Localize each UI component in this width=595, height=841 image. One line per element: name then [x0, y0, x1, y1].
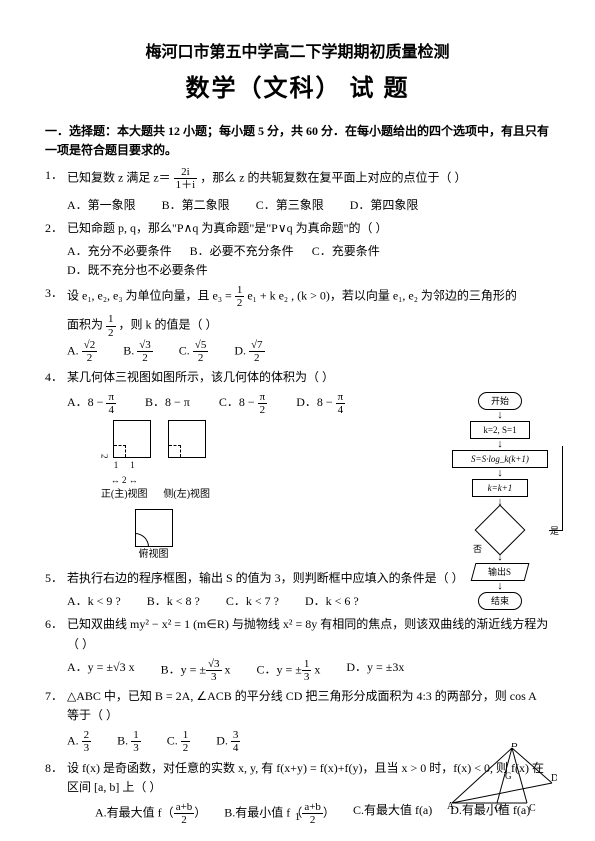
- q2-stem: 已知命题 p, q，那么"P∧q 为真命题"是"P∨q 为真命题"的（ ）: [67, 219, 550, 238]
- triangle-diagram: A B C D G O: [447, 743, 557, 813]
- q1-opt-a: A．第一象限: [67, 196, 136, 215]
- tri-label-b: B: [511, 743, 518, 750]
- q3-number: 3．: [45, 284, 67, 309]
- q3-opt-a: A. √22: [67, 339, 97, 364]
- fc-output: 输出S: [471, 563, 530, 581]
- q3-options: A. √22 B. √32 C. √52 D. √72: [67, 339, 550, 364]
- fc-no-label: 否: [473, 542, 482, 556]
- q4-opt-d: D．8 − π4: [296, 395, 345, 409]
- q6-opt-d: D．y = ±3x: [346, 658, 404, 683]
- q2-opt-c: C．充要条件: [312, 242, 380, 261]
- question-3: 3． 设 e₁, e₂, e₃ 为单位向量，且 e₃ = 12 e₁ + k e…: [45, 284, 550, 309]
- q5-number: 5．: [45, 569, 67, 588]
- flowchart: 开始 ↓ k=2, S=1 ↓ S=S·log_k(k+1) ↓ k=k+1 ↓…: [445, 390, 555, 612]
- q3-half: 12: [235, 284, 245, 309]
- q6-opt-a: A．y = ±√3 x: [67, 658, 135, 683]
- q6-options: A．y = ±√3 x B．y = ±√33 x C．y = ±13 x D．y…: [67, 658, 550, 683]
- q2-opt-b: B．必要不充分条件: [190, 242, 294, 261]
- q1-number: 1．: [45, 166, 67, 191]
- fc-init: k=2, S=1: [470, 421, 530, 439]
- q1-opt-d: D．第四象限: [350, 196, 419, 215]
- q4-opt-a: A．8 − π4: [67, 395, 116, 409]
- question-4: 4． 某几何体三视图如图所示，该几何体的体积为（ ）: [45, 368, 550, 387]
- q3-stem-d: ，则 k 的值是（ ）: [119, 318, 218, 332]
- page-number: 1: [0, 809, 595, 827]
- q8-number: 8．: [45, 759, 67, 797]
- side-view: 侧(左)视图: [163, 420, 210, 503]
- fc-yes-label: 是: [550, 524, 559, 538]
- q7-stem: △ABC 中，已知 B = 2A, ∠ACB 的平分线 CD 把三角形分成面积为…: [67, 687, 550, 725]
- fc-increment: k=k+1: [472, 479, 528, 497]
- q3-area-frac: 12: [106, 313, 116, 338]
- side-view-label: 侧(左)视图: [163, 487, 210, 503]
- exam-header-line1: 梅河口市第五中学高二下学期期初质量检测: [45, 40, 550, 66]
- q5-opt-c: C．k < 7 ?: [226, 592, 279, 611]
- tri-label-g: G: [505, 771, 512, 781]
- q7-opt-b: B. 13: [117, 729, 141, 754]
- q6-number: 6．: [45, 615, 67, 653]
- exam-title: 数学（文科） 试 题: [45, 70, 550, 108]
- q3-stem-a: 设 e₁, e₂, e₃ 为单位向量，且 e₃ =: [67, 289, 235, 303]
- top-view-label: 俯视图: [139, 547, 169, 563]
- q2-opt-a: A．充分不必要条件: [67, 242, 172, 261]
- q6-opt-c: C．y = ±13 x: [257, 658, 321, 683]
- q1-fraction: 2i1＋i: [174, 166, 198, 191]
- q3-stem: 设 e₁, e₂, e₃ 为单位向量，且 e₃ = 12 e₁ + k e₂ ,…: [67, 284, 550, 309]
- question-2: 2． 已知命题 p, q，那么"P∧q 为真命题"是"P∨q 为真命题"的（ ）: [45, 219, 550, 238]
- q4-number: 4．: [45, 368, 67, 387]
- fc-compute: S=S·log_k(k+1): [452, 450, 548, 468]
- tri-label-d: D: [551, 773, 557, 784]
- q5-opt-d: D．k < 6 ?: [305, 592, 359, 611]
- q3-stem-b: e₁ + k e₂ , (k > 0)，若以向量 e₁, e₂ 为邻边的三角形的: [247, 289, 517, 303]
- section-1-heading: 一．选择题：本大题共 12 小题；每小题 5 分，共 60 分．在每小题给出的四…: [45, 122, 550, 160]
- question-6: 6． 已知双曲线 my² − x² = 1 (m∈R) 与抛物线 x² = 8y…: [45, 615, 550, 653]
- q2-opt-d: D．既不充分也不必要条件: [67, 261, 208, 280]
- q2-options: A．充分不必要条件 B．必要不充分条件 C．充要条件 D．既不充分也不必要条件: [67, 242, 550, 280]
- question-1: 1． 已知复数 z 满足 z＝ 2i1＋i ，那么 z 的共轭复数在复平面上对应…: [45, 166, 550, 191]
- question-7: 7． △ABC 中，已知 B = 2A, ∠ACB 的平分线 CD 把三角形分成…: [45, 687, 550, 725]
- q4-stem: 某几何体三视图如图所示，该几何体的体积为（ ）: [67, 368, 550, 387]
- q3-stem-line2: 面积为 12 ，则 k 的值是（ ）: [67, 313, 550, 338]
- q3-stem-c: 面积为: [67, 318, 103, 332]
- q4-opt-b: B．8 − π: [145, 395, 190, 409]
- fc-start: 开始: [478, 392, 522, 410]
- q1-options: A．第一象限 B．第二象限 C．第三象限 D．第四象限: [67, 196, 550, 215]
- q1-opt-b: B．第二象限: [162, 196, 230, 215]
- q7-opt-c: C. 12: [167, 729, 191, 754]
- q7-opt-a: A. 23: [67, 729, 91, 754]
- q7-opt-d: D. 34: [216, 729, 240, 754]
- q6-stem: 已知双曲线 my² − x² = 1 (m∈R) 与抛物线 x² = 8y 有相…: [67, 615, 550, 653]
- q3-opt-b: B. √32: [123, 339, 153, 364]
- q4-opt-c: C．8 − π2: [219, 395, 267, 409]
- front-view-label: 正(主)视图: [101, 487, 148, 503]
- q3-opt-d: D. √72: [234, 339, 264, 364]
- front-view: 2 11 ↔ 2 ↔ 正(主)视图: [97, 420, 151, 503]
- q6-opt-b: B．y = ±√33 x: [161, 658, 231, 683]
- q1-opt-c: C．第三象限: [256, 196, 324, 215]
- q1-stem-a: 已知复数 z 满足 z＝: [67, 171, 171, 185]
- q5-opt-b: B．k < 8 ?: [147, 592, 200, 611]
- q5-opt-a: A．k < 9 ?: [67, 592, 121, 611]
- q1-stem-b: ，那么 z 的共轭复数在复平面上对应的点位于（ ）: [200, 171, 466, 185]
- fc-decision: [475, 504, 526, 555]
- q3-opt-c: C. √52: [179, 339, 209, 364]
- q7-number: 7．: [45, 687, 67, 725]
- top-view: 俯视图: [135, 509, 173, 563]
- dim-icon: 2: [97, 454, 111, 459]
- q1-stem: 已知复数 z 满足 z＝ 2i1＋i ，那么 z 的共轭复数在复平面上对应的点位…: [67, 166, 550, 191]
- q2-number: 2．: [45, 219, 67, 238]
- fc-end: 结束: [478, 592, 522, 610]
